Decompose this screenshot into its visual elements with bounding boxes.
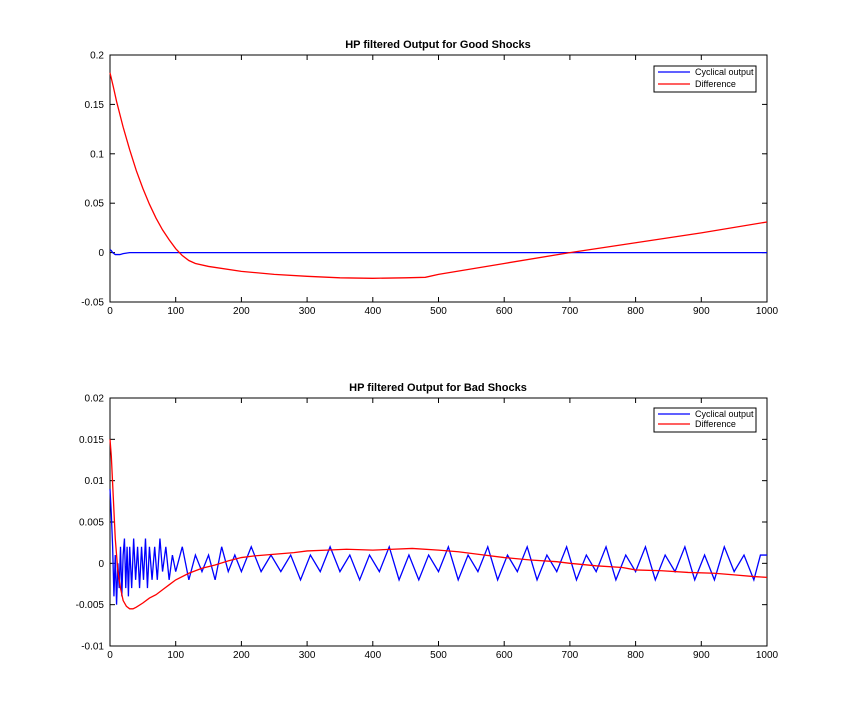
x-tick-label: 700: [562, 650, 579, 661]
plot-area: [109, 397, 768, 647]
y-tick-label: 0: [98, 248, 104, 259]
x-tick-label: 600: [496, 306, 513, 317]
x-tick-label: 500: [430, 306, 447, 317]
chart-good-shocks: HP filtered Output for Good Shocks -0.05…: [81, 39, 778, 317]
y-tick-label: 0: [98, 559, 104, 570]
y-tick-label: 0.05: [85, 199, 105, 210]
series-layer: [109, 72, 768, 279]
series-layer: [109, 439, 768, 610]
x-tick-label: 200: [233, 306, 250, 317]
series-line-difference: [109, 72, 768, 279]
x-tick-label: 1000: [756, 306, 779, 317]
x-axis: 0 100 200 300 400 500 600 700 800 900 1000: [107, 398, 779, 661]
x-tick-label: 800: [627, 306, 644, 317]
y-tick-label: 0.015: [79, 435, 104, 446]
y-tick-label: 0.005: [79, 518, 104, 529]
legend-box: [653, 65, 757, 93]
x-tick-label: 100: [167, 306, 184, 317]
y-axis: -0.01 -0.005 0 0.005 0.01 0.015 0.02: [76, 394, 767, 653]
y-tick-label: 0.01: [85, 476, 105, 487]
y-tick-label: -0.05: [81, 298, 104, 309]
legend-label-difference: Difference: [695, 419, 736, 429]
y-tick-label: 0.15: [85, 100, 105, 111]
legend-label-cyclical-output: Cyclical output: [695, 409, 754, 419]
y-tick-label: 0.1: [90, 149, 104, 160]
x-tick-label: 1000: [756, 650, 779, 661]
series-line-cyclical-output: [109, 249, 767, 256]
chart-bad-shocks: HP filtered Output for Bad Shocks -0.01-…: [76, 382, 779, 661]
x-tick-label: 800: [627, 650, 644, 661]
y-tick-label: 0.02: [85, 394, 105, 405]
legend: Cyclical output Difference: [653, 65, 757, 93]
x-tick-label: 500: [430, 650, 447, 661]
legend-box: [653, 407, 757, 433]
legend-label-cyclical-output: Cyclical output: [695, 67, 754, 77]
x-tick-label: 0: [107, 650, 113, 661]
x-axis: 0 100 200 300 400 500 600 700 800 900 1000: [107, 55, 779, 317]
x-tick-label: 400: [364, 306, 381, 317]
legend: Cyclical output Difference: [653, 407, 757, 433]
chart-title: HP filtered Output for Bad Shocks: [349, 382, 527, 394]
y-tick-label: -0.01: [81, 642, 104, 653]
x-tick-label: 900: [693, 306, 710, 317]
x-tick-label: 400: [364, 650, 381, 661]
legend-label-difference: Difference: [695, 79, 736, 89]
x-tick-label: 300: [299, 306, 316, 317]
x-tick-label: 900: [693, 650, 710, 661]
series-line-cyclical-output: [109, 488, 767, 605]
series-line-difference: [109, 439, 768, 610]
x-tick-label: 600: [496, 650, 513, 661]
y-tick-label: 0.2: [90, 51, 104, 62]
plot-area: [109, 54, 768, 303]
y-tick-label: -0.005: [76, 600, 105, 611]
x-tick-label: 700: [562, 306, 579, 317]
x-tick-label: 100: [167, 650, 184, 661]
x-tick-label: 0: [107, 306, 113, 317]
x-tick-label: 200: [233, 650, 250, 661]
x-tick-label: 300: [299, 650, 316, 661]
chart-title: HP filtered Output for Good Shocks: [345, 39, 531, 51]
